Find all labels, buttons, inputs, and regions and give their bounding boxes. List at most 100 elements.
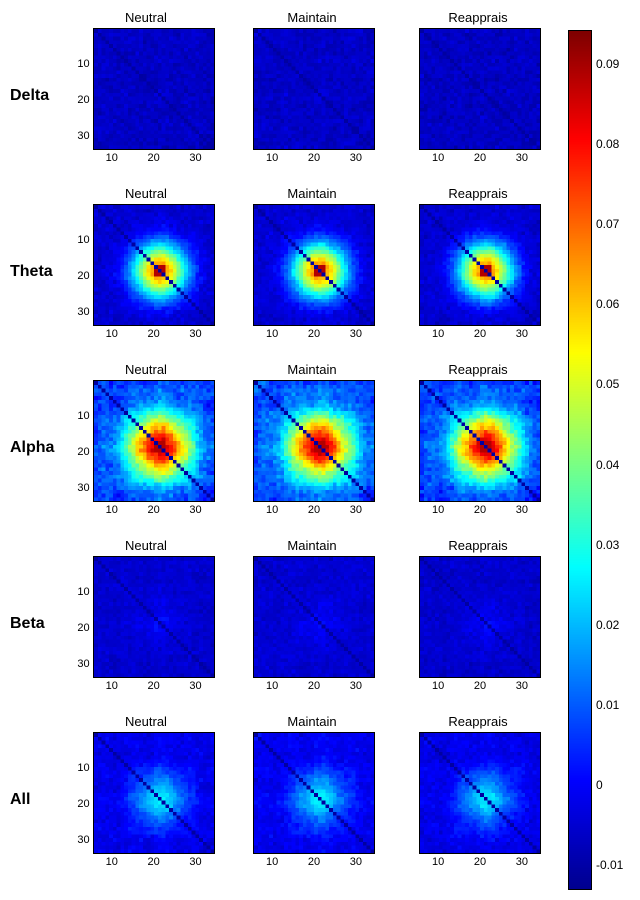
- plot-wrap: 102030: [249, 556, 375, 692]
- heatmap-canvas: [253, 380, 375, 502]
- y-axis-ticks: 102030: [77, 556, 92, 676]
- colorbar-tick: 0.06: [596, 304, 619, 305]
- x-tick: 20: [308, 680, 320, 692]
- colorbar-tick: 0.03: [596, 544, 619, 545]
- panel-title: Maintain: [287, 538, 336, 554]
- row-label-beta: Beta: [10, 538, 60, 710]
- y-tick: 20: [77, 94, 89, 106]
- heatmap-cell: Reapprais 10 20 30: [398, 186, 558, 358]
- colorbar-tick: 0.05: [596, 384, 619, 385]
- x-tick: 30: [516, 328, 528, 340]
- x-axis-ticks: 10 20 30: [254, 150, 374, 164]
- x-tick: 30: [189, 504, 201, 516]
- x-tick: 10: [106, 680, 118, 692]
- x-tick: 20: [474, 328, 486, 340]
- x-tick: 10: [266, 152, 278, 164]
- colorbar-tick: 0.04: [596, 464, 619, 465]
- y-axis-ticks: 102030: [77, 380, 92, 500]
- heatmap-canvas: [419, 556, 541, 678]
- colorbar-tick: 0.02: [596, 624, 619, 625]
- heatmap-canvas: [419, 204, 541, 326]
- x-tick: 20: [148, 328, 160, 340]
- panel-title: Neutral: [125, 362, 167, 378]
- y-axis-ticks: 102030: [77, 28, 92, 148]
- x-axis-ticks: 102030: [94, 150, 214, 164]
- y-tick: 10: [77, 410, 89, 422]
- x-axis-ticks: 10 20 30: [420, 326, 540, 340]
- heatmap-canvas: [253, 732, 375, 854]
- plot-wrap: 102030: [249, 732, 375, 868]
- x-tick: 20: [148, 504, 160, 516]
- x-axis-ticks: 102030: [94, 678, 214, 692]
- colorbar-ticks: 0.090.080.070.060.050.040.030.020.010-0.…: [592, 30, 596, 888]
- x-tick: 30: [350, 504, 362, 516]
- y-tick: 20: [77, 270, 89, 282]
- y-axis-ticks: 102030: [77, 732, 92, 852]
- heatmap-canvas: [419, 732, 541, 854]
- heatmap-grid: DeltaNeutral102030102030Maintain102030Re…: [10, 10, 558, 890]
- heatmap-cell: Maintain 10 20 30: [232, 10, 392, 182]
- x-tick: 30: [350, 152, 362, 164]
- heatmap-cell: Maintain102030: [232, 186, 392, 358]
- x-axis-ticks: 10 20 30: [94, 502, 214, 516]
- heatmap-cell: Reapprais102030: [398, 538, 558, 710]
- heatmap-cell: Neutral102030102030: [66, 362, 226, 534]
- x-axis-ticks: 102030: [94, 326, 214, 340]
- y-tick: 30: [77, 658, 89, 670]
- plot-wrap: 10 20 30: [415, 204, 541, 340]
- panel-title: Reapprais: [448, 186, 507, 202]
- x-tick: 20: [474, 680, 486, 692]
- x-tick: 20: [148, 152, 160, 164]
- x-tick: 10: [266, 680, 278, 692]
- heatmap-cell: Maintain 102030: [232, 714, 392, 886]
- heatmap-cell: Neutral102030102030: [66, 714, 226, 886]
- x-tick: 20: [308, 328, 320, 340]
- panel-title: Maintain: [287, 714, 336, 730]
- x-tick: 20: [148, 680, 160, 692]
- x-tick: 20: [308, 152, 320, 164]
- panel-title: Maintain: [287, 186, 336, 202]
- x-axis-ticks: 102030: [94, 854, 214, 868]
- x-tick: 10: [106, 504, 118, 516]
- heatmap-cell: Reapprais102030: [398, 714, 558, 886]
- x-axis-ticks: 102030: [420, 150, 540, 164]
- colorbar-tick: -0.01: [596, 865, 623, 866]
- colorbar-tick: 0: [596, 785, 603, 786]
- x-tick: 30: [189, 152, 201, 164]
- x-tick: 30: [350, 328, 362, 340]
- x-tick: 10: [432, 680, 444, 692]
- colorbar-tick: 0.08: [596, 143, 619, 144]
- plot-wrap: 102030102030: [77, 204, 214, 340]
- y-tick: 30: [77, 834, 89, 846]
- row-label-all: All: [10, 714, 60, 886]
- plot-wrap: 102030: [249, 204, 375, 340]
- x-tick: 10: [432, 328, 444, 340]
- x-axis-ticks: 102030: [254, 854, 374, 868]
- heatmap-cell: Reapprais 102030: [398, 362, 558, 534]
- heatmap-canvas: [419, 28, 541, 150]
- panel-title: Reapprais: [448, 538, 507, 554]
- colorbar-tick: 0.09: [596, 63, 619, 64]
- x-tick: 20: [308, 504, 320, 516]
- heatmap-cell: Maintain102030: [232, 362, 392, 534]
- row-label-theta: Theta: [10, 186, 60, 358]
- plot-wrap: 102030102030: [77, 732, 214, 868]
- y-tick: 10: [77, 234, 89, 246]
- plot-wrap: 10 20 30: [249, 28, 375, 164]
- heatmap-canvas: [253, 28, 375, 150]
- x-tick: 10: [432, 856, 444, 868]
- panel-title: Maintain: [287, 10, 336, 26]
- x-tick: 10: [432, 152, 444, 164]
- panel-title: Reapprais: [448, 362, 507, 378]
- plot-wrap: 102030: [415, 380, 541, 516]
- x-axis-ticks: 102030: [420, 854, 540, 868]
- colorbar: [568, 30, 592, 890]
- x-tick: 10: [106, 856, 118, 868]
- panel-title: Neutral: [125, 186, 167, 202]
- row-label-alpha: Alpha: [10, 362, 60, 534]
- plot-wrap: 102030: [415, 732, 541, 868]
- x-tick: 30: [516, 504, 528, 516]
- panel-title: Maintain: [287, 362, 336, 378]
- heatmap-canvas: [93, 380, 215, 502]
- x-tick: 10: [432, 504, 444, 516]
